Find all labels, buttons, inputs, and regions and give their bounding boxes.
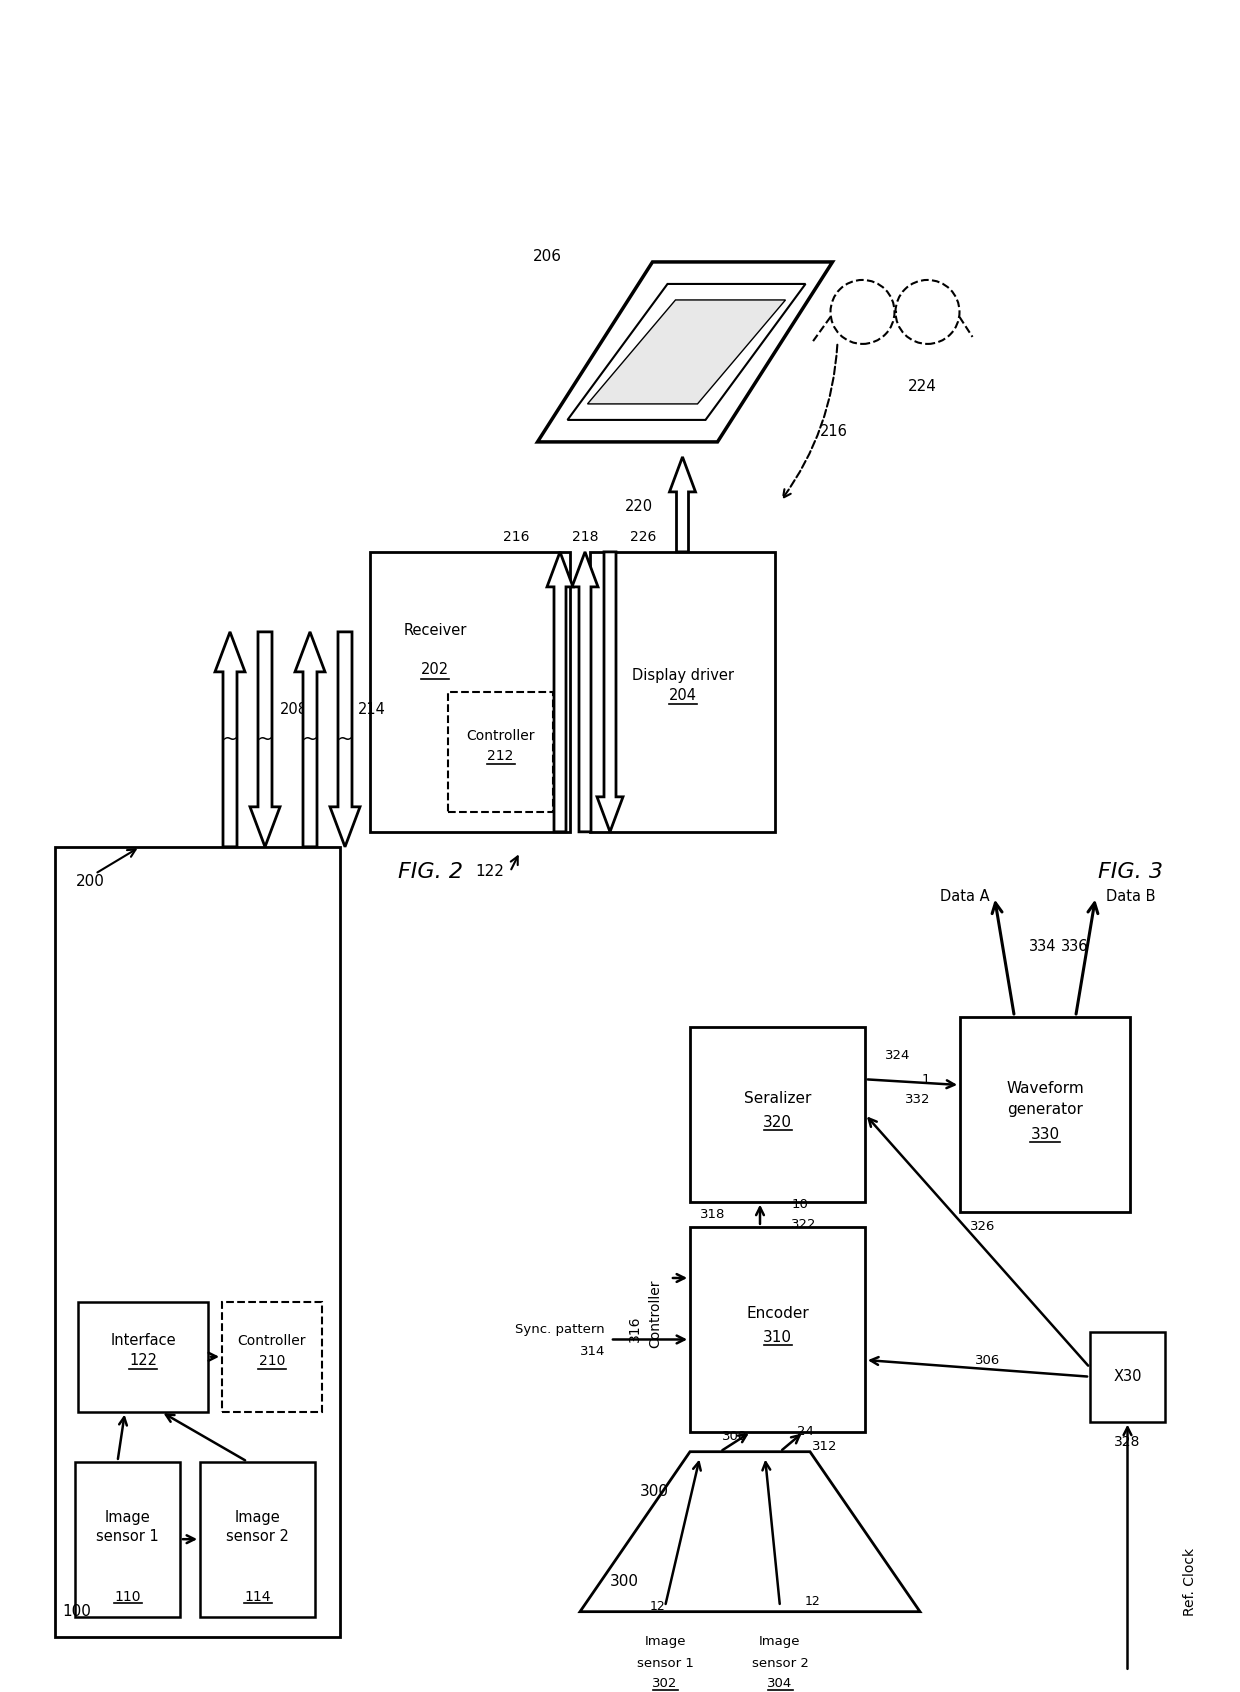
Text: 212: 212 bbox=[487, 750, 513, 763]
Text: Data A: Data A bbox=[940, 890, 990, 904]
Polygon shape bbox=[295, 631, 325, 846]
Text: Image: Image bbox=[645, 1634, 686, 1648]
Bar bbox=[200, 1462, 315, 1616]
Polygon shape bbox=[330, 631, 360, 846]
Text: 220: 220 bbox=[625, 499, 652, 514]
Text: Encoder: Encoder bbox=[746, 1306, 808, 1321]
Text: 304: 304 bbox=[768, 1677, 792, 1690]
Text: 330: 330 bbox=[1030, 1127, 1059, 1142]
Polygon shape bbox=[670, 457, 696, 552]
Text: 226: 226 bbox=[630, 530, 656, 543]
Text: 202: 202 bbox=[420, 662, 449, 677]
Text: 332: 332 bbox=[904, 1093, 930, 1107]
Text: Waveform: Waveform bbox=[1006, 1081, 1084, 1096]
Bar bbox=[55, 846, 340, 1636]
Polygon shape bbox=[580, 1452, 920, 1612]
Polygon shape bbox=[588, 299, 785, 404]
Text: 300: 300 bbox=[610, 1574, 639, 1589]
Text: 10: 10 bbox=[791, 1198, 808, 1211]
Text: 12: 12 bbox=[805, 1596, 821, 1607]
Text: 306: 306 bbox=[975, 1354, 1001, 1367]
Text: Controller: Controller bbox=[466, 729, 534, 743]
Text: 24: 24 bbox=[796, 1425, 813, 1438]
Text: Interface: Interface bbox=[110, 1333, 176, 1349]
Text: ~: ~ bbox=[257, 729, 273, 750]
Text: FIG. 3: FIG. 3 bbox=[1097, 861, 1163, 882]
Text: Receiver: Receiver bbox=[403, 623, 466, 638]
Text: 214: 214 bbox=[358, 702, 386, 717]
Bar bbox=[370, 552, 570, 832]
Bar bbox=[74, 1462, 180, 1616]
Text: Image: Image bbox=[759, 1634, 801, 1648]
Text: 314: 314 bbox=[579, 1345, 605, 1359]
Text: Seralizer: Seralizer bbox=[744, 1091, 811, 1107]
Text: 316: 316 bbox=[627, 1316, 642, 1342]
Text: 216: 216 bbox=[820, 425, 848, 440]
Text: Ref. Clock: Ref. Clock bbox=[1183, 1548, 1197, 1616]
Polygon shape bbox=[568, 284, 806, 420]
Text: sensor 1: sensor 1 bbox=[636, 1656, 693, 1670]
Text: 318: 318 bbox=[699, 1208, 725, 1220]
Text: 208: 208 bbox=[280, 702, 308, 717]
Bar bbox=[689, 1027, 866, 1201]
Text: 320: 320 bbox=[763, 1115, 792, 1130]
Text: sensor 1: sensor 1 bbox=[97, 1528, 159, 1543]
Text: 12: 12 bbox=[650, 1601, 665, 1612]
Text: 308: 308 bbox=[723, 1430, 748, 1443]
Polygon shape bbox=[596, 552, 622, 832]
Text: 322: 322 bbox=[791, 1218, 817, 1230]
Bar bbox=[590, 552, 775, 832]
Bar bbox=[960, 1017, 1130, 1211]
Polygon shape bbox=[215, 631, 246, 846]
Text: 210: 210 bbox=[259, 1354, 285, 1367]
Text: 336: 336 bbox=[1060, 939, 1089, 954]
Text: 326: 326 bbox=[970, 1220, 996, 1232]
Text: 224: 224 bbox=[908, 379, 937, 394]
Text: ~: ~ bbox=[337, 729, 353, 750]
Text: 300: 300 bbox=[640, 1484, 670, 1499]
Text: Data B: Data B bbox=[1106, 890, 1156, 904]
Text: Image: Image bbox=[234, 1509, 280, 1524]
Text: 114: 114 bbox=[244, 1590, 270, 1604]
Text: Controller: Controller bbox=[649, 1279, 662, 1349]
Text: Sync. pattern: Sync. pattern bbox=[516, 1323, 605, 1337]
Text: sensor 2: sensor 2 bbox=[226, 1528, 289, 1543]
Text: 324: 324 bbox=[885, 1049, 910, 1063]
Bar bbox=[78, 1301, 208, 1411]
Text: Image: Image bbox=[104, 1509, 150, 1524]
Bar bbox=[448, 692, 553, 812]
Text: 100: 100 bbox=[62, 1604, 92, 1619]
Text: Display driver: Display driver bbox=[631, 668, 734, 684]
Text: 310: 310 bbox=[763, 1330, 792, 1345]
Text: 122: 122 bbox=[476, 865, 505, 880]
Text: generator: generator bbox=[1007, 1101, 1083, 1117]
Text: 216: 216 bbox=[503, 530, 529, 543]
Bar bbox=[689, 1227, 866, 1431]
Text: 302: 302 bbox=[652, 1677, 678, 1690]
Text: 122: 122 bbox=[129, 1354, 157, 1369]
Text: 1: 1 bbox=[921, 1073, 930, 1086]
Text: sensor 2: sensor 2 bbox=[751, 1656, 808, 1670]
Polygon shape bbox=[537, 262, 832, 442]
Text: FIG. 2: FIG. 2 bbox=[398, 861, 463, 882]
Text: 206: 206 bbox=[532, 249, 562, 264]
Text: 218: 218 bbox=[572, 530, 598, 543]
Text: 334: 334 bbox=[1029, 939, 1056, 954]
Text: 312: 312 bbox=[812, 1440, 838, 1453]
Polygon shape bbox=[250, 631, 280, 846]
Text: ~: ~ bbox=[222, 729, 238, 750]
Text: Controller: Controller bbox=[238, 1333, 306, 1349]
Text: 204: 204 bbox=[668, 689, 697, 704]
Bar bbox=[222, 1301, 322, 1411]
Text: ~: ~ bbox=[301, 729, 319, 750]
Polygon shape bbox=[572, 552, 598, 832]
Text: 110: 110 bbox=[114, 1590, 141, 1604]
Text: 328: 328 bbox=[1115, 1435, 1141, 1448]
Text: 200: 200 bbox=[76, 875, 104, 890]
Polygon shape bbox=[547, 552, 573, 832]
Text: X30: X30 bbox=[1114, 1369, 1142, 1384]
Bar bbox=[1090, 1332, 1166, 1421]
